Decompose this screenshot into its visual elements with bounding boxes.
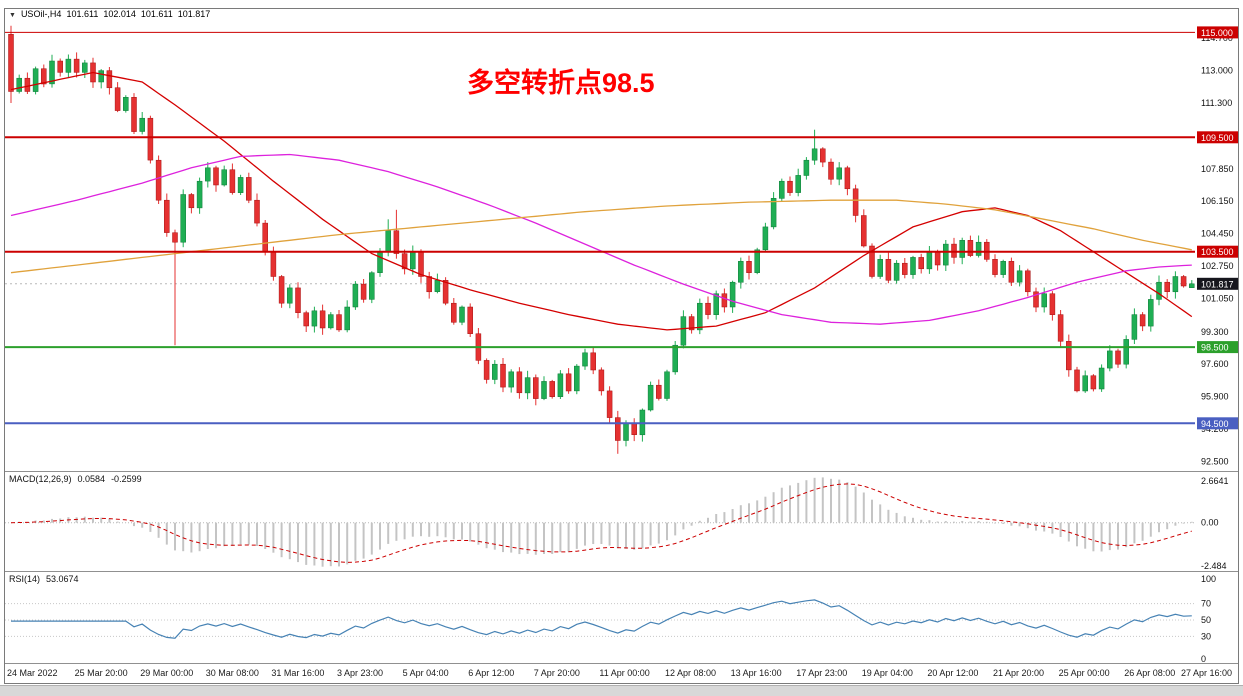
rsi-tick: 100 xyxy=(1201,574,1216,584)
rsi-tick: 0 xyxy=(1201,654,1206,664)
time-label: 26 Apr 08:00 xyxy=(1124,668,1176,678)
rsi-chart: 100 70 50 30 0 xyxy=(5,574,1216,664)
price-tick: 107.850 xyxy=(1201,164,1234,174)
price-tick: 111.300 xyxy=(1201,98,1232,108)
time-label: 29 Mar 00:00 xyxy=(140,668,194,678)
time-axis: 24 Mar 2022 25 Mar 20:00 29 Mar 00:00 30 Ma… xyxy=(5,663,1238,684)
macd-value: 0.0584 xyxy=(77,474,106,484)
macd-pane[interactable]: MACD(12,26,9) 0.0584 -0.2599 2.6641 0.00 -2.… xyxy=(5,471,1238,572)
time-label: 31 Mar 16:00 xyxy=(271,668,325,678)
time-label: 6 Apr 12:00 xyxy=(468,668,515,678)
time-label: 3 Apr 23:00 xyxy=(337,668,384,678)
time-label: 25 Apr 00:00 xyxy=(1058,668,1110,678)
rsi-label: RSI(14) 53.0674 xyxy=(9,574,85,584)
chart-frame: ▼ USOil-,H4 101.611 102.014 101.611 101.817 1… xyxy=(4,8,1239,684)
chart-titlebar: ▼ USOil-,H4 101.611 102.014 101.611 101.817 xyxy=(5,9,1242,21)
price-tick: 97.600 xyxy=(1201,359,1229,369)
svg-text:98.500: 98.500 xyxy=(1201,343,1229,353)
time-label: 17 Apr 23:00 xyxy=(796,668,848,678)
rsi-tick: 30 xyxy=(1201,631,1211,641)
macd-signal-value: -0.2599 xyxy=(111,474,142,484)
time-label: 30 Mar 08:00 xyxy=(205,668,259,678)
svg-text:115.000: 115.000 xyxy=(1201,28,1233,38)
quote-close: 101.817 xyxy=(177,9,211,19)
price-level-badge xyxy=(1197,26,1238,39)
price-tick: 92.500 xyxy=(1201,457,1229,467)
macd-name: MACD(12,26,9) xyxy=(9,474,72,484)
candles-layer xyxy=(8,25,1195,454)
svg-text:109.500: 109.500 xyxy=(1201,133,1234,143)
rsi-line xyxy=(11,599,1192,639)
svg-text:103.500: 103.500 xyxy=(1201,247,1234,257)
quote-open: 101.611 xyxy=(66,9,99,19)
time-label: 20 Apr 12:00 xyxy=(927,668,979,678)
price-level-badge xyxy=(1197,417,1238,430)
price-level-badge xyxy=(1197,245,1238,258)
macd-tick: 2.6641 xyxy=(1201,476,1229,486)
time-label: 25 Mar 20:00 xyxy=(74,668,128,678)
collapse-arrow-icon[interactable]: ▼ xyxy=(9,12,16,19)
price-tick: 101.050 xyxy=(1201,293,1234,303)
time-label: 27 Apr 16:00 xyxy=(1181,668,1233,678)
macd-tick: 0.00 xyxy=(1201,518,1219,528)
macd-chart: 2.6641 0.00 -2.484 xyxy=(5,476,1229,571)
time-label: 13 Apr 16:00 xyxy=(730,668,782,678)
candlestick-chart[interactable]: 114.700113.000111.300107.850106.150104.4… xyxy=(5,21,1238,471)
time-label: 12 Apr 08:00 xyxy=(665,668,717,678)
time-label: 11 Apr 00:00 xyxy=(599,668,650,678)
svg-text:94.500: 94.500 xyxy=(1201,419,1229,429)
macd-signal-line xyxy=(10,483,1192,563)
time-label: 21 Apr 20:00 xyxy=(993,668,1045,678)
current-price-badge xyxy=(1197,277,1238,290)
ma-mid-magenta xyxy=(10,153,1192,325)
quote-low: 101.611 xyxy=(140,9,173,19)
rsi-name: RSI(14) xyxy=(9,574,41,584)
chart-annotation: 多空转折点98.5 xyxy=(467,68,655,98)
horizontal-scrollbar[interactable] xyxy=(0,685,1243,696)
price-tick: 102.750 xyxy=(1201,261,1234,271)
rsi-tick: 50 xyxy=(1201,615,1211,625)
symbol-period-label: USOil-,H4 xyxy=(20,9,62,19)
rsi-tick: 70 xyxy=(1201,599,1211,609)
price-level-badge xyxy=(1197,341,1238,354)
time-label: 19 Apr 04:00 xyxy=(861,668,913,678)
price-chart-pane[interactable]: 114.700113.000111.300107.850106.150104.4… xyxy=(5,21,1238,471)
rsi-value: 53.0674 xyxy=(46,574,79,584)
price-tick: 95.900 xyxy=(1201,392,1229,402)
ma-slow-orange xyxy=(10,199,1192,274)
ma-fast-red xyxy=(10,71,1193,331)
svg-text:101.817: 101.817 xyxy=(1201,279,1234,289)
price-level-badge xyxy=(1197,131,1238,144)
rsi-pane[interactable]: RSI(14) 53.0674 100 70 50 30 0 xyxy=(5,571,1238,664)
macd-label: MACD(12,26,9) 0.0584 -0.2599 xyxy=(9,474,148,484)
price-tick: 106.150 xyxy=(1201,196,1234,206)
time-label: 7 Apr 20:00 xyxy=(533,668,580,678)
time-label: 24 Mar 2022 xyxy=(7,668,58,678)
price-tick: 113.000 xyxy=(1201,66,1233,76)
quote-high: 102.014 xyxy=(103,9,136,19)
time-label: 5 Apr 04:00 xyxy=(402,668,449,678)
price-tick: 99.300 xyxy=(1201,327,1229,337)
macd-tick: -2.484 xyxy=(1201,561,1227,571)
price-tick: 104.450 xyxy=(1201,229,1234,239)
